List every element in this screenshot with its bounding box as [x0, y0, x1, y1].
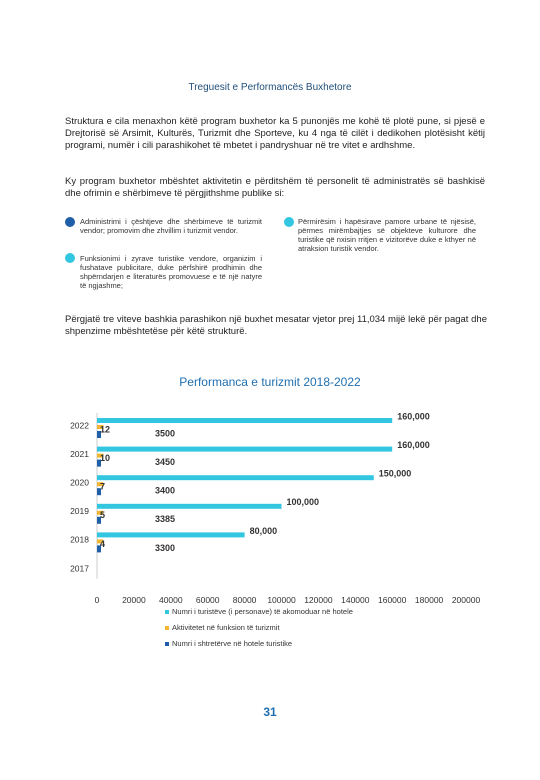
bar-end: [97, 545, 102, 553]
value-label: 3300: [155, 543, 175, 553]
value-label: 100,000: [287, 497, 320, 507]
x-tick-label: 120000: [304, 595, 333, 605]
legend-label: Numri i turistëve (i personave) të akomo…: [172, 607, 353, 616]
value-label: 150,000: [379, 469, 412, 479]
bar: [97, 475, 374, 481]
value-label: 5: [100, 510, 105, 520]
bar: [97, 418, 393, 423]
y-tick-label: 2021: [70, 449, 89, 459]
bar: [97, 510, 104, 515]
x-tick-label: 0: [95, 595, 100, 605]
bullet: Funksionimi i zyrave turistike vendore, …: [80, 254, 262, 290]
bar-end: [97, 459, 102, 467]
bullet-icon: [284, 217, 294, 227]
x-tick-label: 100000: [267, 595, 296, 605]
bar: [97, 446, 393, 452]
x-tick-label: 60000: [196, 595, 220, 605]
paragraph: Ky program buxhetor mbështet aktivitetin…: [65, 176, 485, 199]
y-tick-label: 2017: [70, 563, 89, 573]
bullet: Administrimi i çështjeve dhe shërbimeve …: [80, 217, 262, 235]
paragraph: Struktura e cila menaxhon këtë program b…: [65, 116, 485, 151]
bar: [97, 532, 245, 538]
paragraph: Përgjatë tre viteve bashkia parashikon n…: [65, 314, 487, 337]
bullet-icon: [65, 253, 75, 263]
legend-swatch: [165, 626, 169, 630]
value-label: 3400: [155, 486, 175, 496]
value-label: 160,000: [397, 411, 430, 421]
bar: [97, 482, 104, 487]
bar: [97, 503, 282, 509]
bar: [97, 425, 104, 429]
legend-label: Aktivitetet në funksion të turizmit: [172, 623, 280, 632]
page-title: Treguesit e Performancës Buxhetore: [188, 82, 352, 93]
value-label: 3450: [155, 457, 175, 467]
bullet-icon: [65, 217, 75, 227]
x-tick-label: 160000: [378, 595, 407, 605]
bar: [97, 453, 104, 458]
value-label: 7: [100, 482, 105, 492]
legend-swatch: [165, 610, 169, 614]
chart-title: Performanca e turizmit 2018-2022: [179, 375, 361, 389]
bar-end: [97, 516, 102, 524]
value-label: 12: [100, 424, 110, 434]
value-label: 80,000: [250, 526, 278, 536]
x-tick-label: 80000: [233, 595, 257, 605]
bullet: Përmirësim i hapësirave pamore urbane të…: [298, 217, 476, 253]
x-tick-label: 40000: [159, 595, 183, 605]
x-tick-label: 20000: [122, 595, 146, 605]
y-tick-label: 2022: [70, 420, 89, 430]
page-number: 31: [263, 705, 277, 719]
y-tick-label: 2018: [70, 535, 89, 545]
y-tick-label: 2019: [70, 506, 89, 516]
x-tick-label: 200000: [452, 595, 481, 605]
value-label: 4: [100, 539, 105, 549]
y-tick-label: 2020: [70, 477, 89, 487]
value-label: 10: [100, 453, 110, 463]
legend-swatch: [165, 642, 169, 646]
value-label: 3500: [155, 428, 175, 438]
bar-end: [97, 488, 102, 496]
x-tick-label: 180000: [415, 595, 444, 605]
legend-label: Numri i shtretërve në hotele turistike: [172, 639, 292, 648]
bar-end: [97, 431, 102, 438]
value-label: 3385: [155, 514, 175, 524]
bar: [97, 539, 104, 544]
value-label: 160,000: [397, 440, 430, 450]
x-tick-label: 140000: [341, 595, 370, 605]
